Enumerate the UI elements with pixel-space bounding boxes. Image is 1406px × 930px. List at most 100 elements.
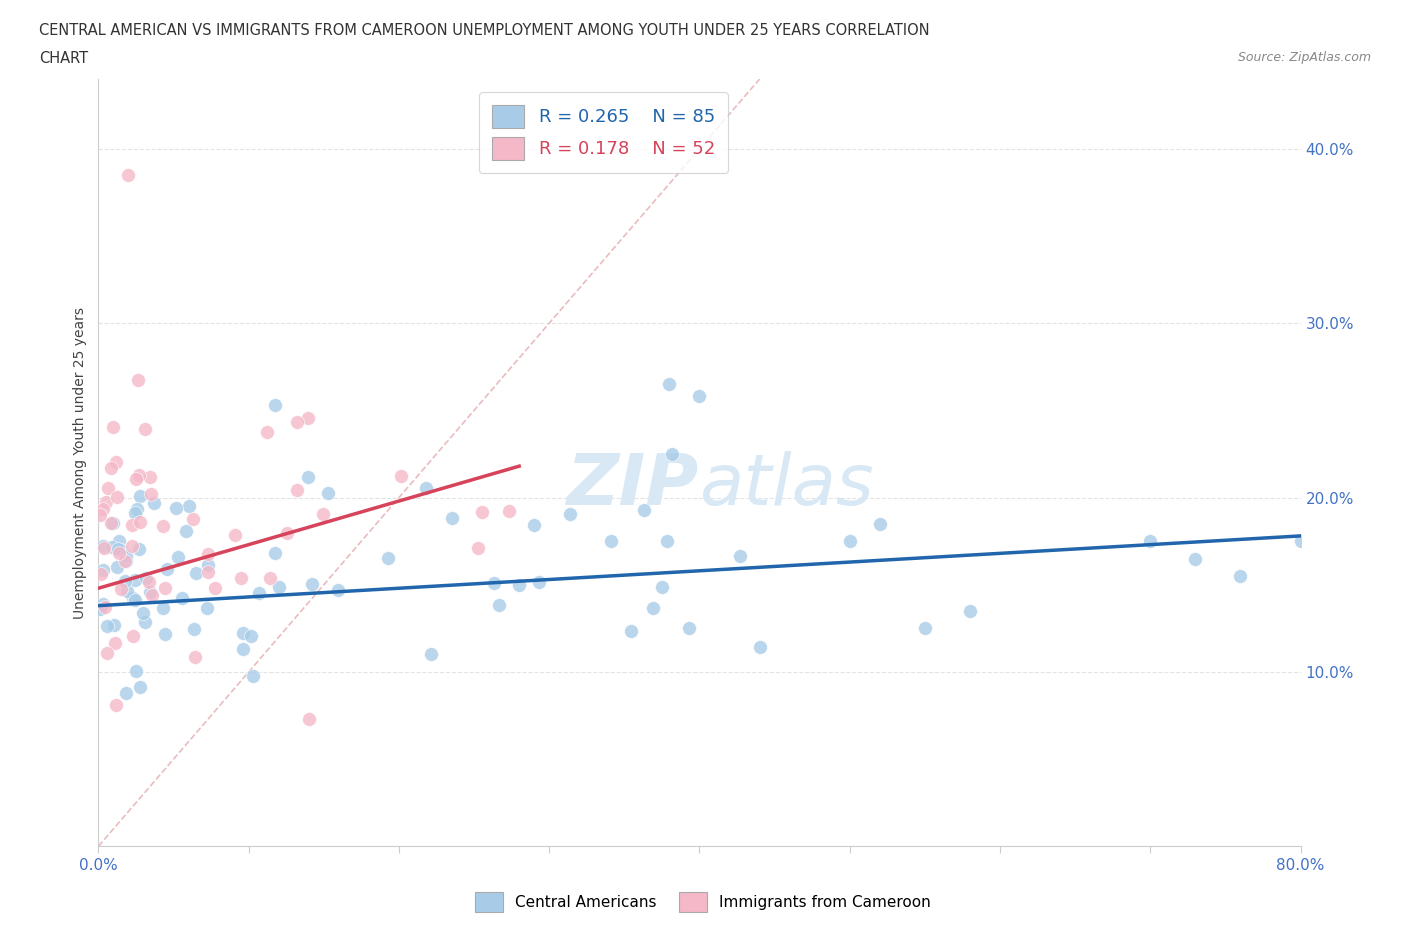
Point: [103, 618, 125, 632]
Point: [91, 596, 114, 611]
Point: [508, 578, 530, 592]
Point: [498, 504, 520, 519]
Point: [117, 584, 139, 599]
Point: [311, 506, 333, 521]
Point: [125, 472, 148, 487]
Point: [89, 507, 111, 522]
Point: [100, 516, 122, 531]
Point: [138, 575, 160, 590]
Point: [297, 470, 319, 485]
Point: [641, 601, 664, 616]
Point: [661, 446, 683, 461]
Point: [482, 576, 505, 591]
Point: [110, 581, 132, 596]
Point: [129, 488, 152, 503]
Point: [129, 515, 152, 530]
Point: [91, 563, 114, 578]
Legend: Central Americans, Immigrants from Cameroon: Central Americans, Immigrants from Camer…: [470, 886, 936, 918]
Point: [838, 534, 860, 549]
Point: [232, 625, 254, 640]
Point: [97, 481, 120, 496]
Point: [527, 575, 550, 590]
Point: [440, 511, 463, 525]
Point: [600, 534, 623, 549]
Point: [657, 534, 679, 549]
Point: [108, 534, 131, 549]
Point: [127, 502, 149, 517]
Point: [264, 398, 287, 413]
Point: [105, 559, 128, 574]
Point: [419, 646, 441, 661]
Point: [204, 580, 226, 595]
Point: [658, 377, 681, 392]
Point: [224, 527, 246, 542]
Point: [96, 495, 118, 510]
Point: [107, 541, 129, 556]
Point: [117, 167, 139, 182]
Point: [152, 601, 174, 616]
Point: [135, 570, 157, 585]
Point: [134, 614, 156, 629]
Point: [247, 586, 270, 601]
Point: [259, 570, 281, 585]
Point: [176, 524, 198, 538]
Point: [298, 711, 321, 726]
Point: [125, 663, 148, 678]
Point: [728, 549, 751, 564]
Point: [651, 579, 673, 594]
Point: [633, 503, 655, 518]
Y-axis label: Unemployment Among Youth under 25 years: Unemployment Among Youth under 25 years: [73, 307, 87, 618]
Point: [101, 420, 124, 435]
Point: [316, 485, 339, 500]
Text: ZIP: ZIP: [567, 451, 699, 520]
Point: [124, 592, 146, 607]
Point: [620, 623, 643, 638]
Point: [558, 507, 581, 522]
Point: [748, 640, 770, 655]
Point: [128, 541, 150, 556]
Point: [94, 600, 117, 615]
Point: [142, 496, 165, 511]
Point: [276, 526, 298, 541]
Point: [115, 549, 138, 564]
Point: [121, 517, 143, 532]
Point: [91, 501, 114, 516]
Point: [134, 421, 156, 436]
Point: [197, 557, 219, 572]
Point: [467, 540, 489, 555]
Point: [114, 574, 136, 589]
Point: [122, 591, 145, 605]
Point: [264, 545, 287, 560]
Point: [914, 621, 936, 636]
Point: [115, 686, 138, 701]
Point: [124, 506, 146, 521]
Point: [93, 541, 115, 556]
Point: [328, 583, 350, 598]
Point: [153, 626, 176, 641]
Point: [105, 698, 128, 712]
Point: [959, 604, 981, 618]
Point: [132, 606, 155, 621]
Point: [179, 498, 201, 513]
Point: [1139, 534, 1161, 549]
Point: [678, 620, 700, 635]
Point: [197, 547, 219, 562]
Point: [124, 573, 146, 588]
Point: [242, 669, 264, 684]
Point: [170, 591, 193, 605]
Point: [1229, 568, 1251, 583]
Point: [186, 565, 208, 580]
Point: [127, 372, 149, 387]
Point: [141, 588, 163, 603]
Legend: R = 0.265    N = 85, R = 0.178    N = 52: R = 0.265 N = 85, R = 0.178 N = 52: [479, 92, 727, 173]
Point: [114, 553, 136, 568]
Point: [110, 542, 132, 557]
Point: [114, 553, 136, 568]
Point: [256, 424, 278, 439]
Point: [96, 645, 118, 660]
Point: [183, 622, 205, 637]
Point: [197, 565, 219, 579]
Point: [100, 460, 122, 475]
Point: [89, 602, 111, 617]
Point: [139, 486, 162, 501]
